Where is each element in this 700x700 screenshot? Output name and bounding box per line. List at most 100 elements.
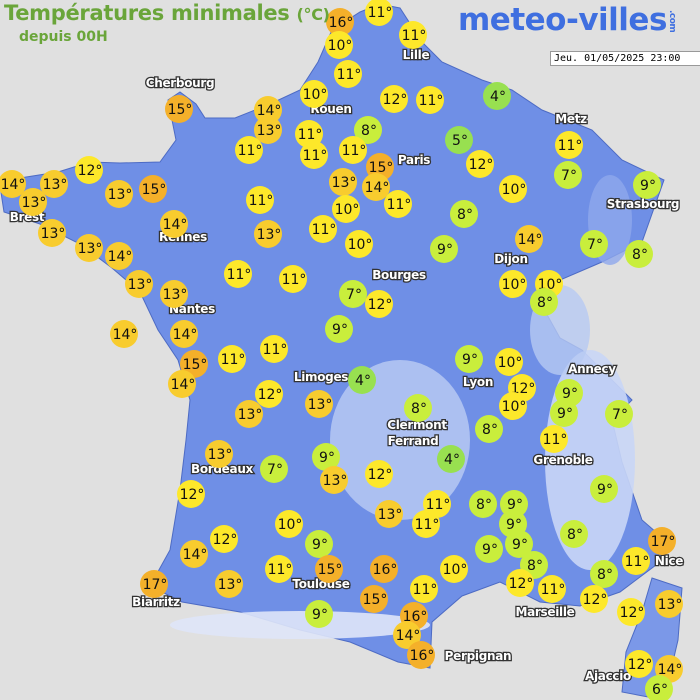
station-marker[interactable]: 12° [617, 598, 645, 626]
station-marker[interactable]: 13° [160, 280, 188, 308]
station-marker[interactable]: 14° [254, 96, 282, 124]
station-marker[interactable]: 13° [38, 219, 66, 247]
station-marker[interactable]: 11° [365, 0, 393, 26]
station-marker[interactable]: 8° [404, 394, 432, 422]
station-marker[interactable]: 10° [495, 348, 523, 376]
station-marker[interactable]: 12° [380, 85, 408, 113]
station-marker[interactable]: 11° [300, 141, 328, 169]
station-marker[interactable]: 9° [325, 315, 353, 343]
station-marker[interactable]: 8° [625, 240, 653, 268]
station-marker[interactable]: 9° [305, 600, 333, 628]
station-marker[interactable]: 11° [384, 190, 412, 218]
station-marker[interactable]: 14° [0, 170, 26, 198]
meteo-villes-logo[interactable]: meteo-villes .com [458, 2, 677, 38]
station-marker[interactable]: 11° [265, 555, 293, 583]
station-marker[interactable]: 13° [215, 570, 243, 598]
station-marker[interactable]: 14° [393, 621, 421, 649]
station-marker[interactable]: 10° [325, 31, 353, 59]
station-marker[interactable]: 13° [235, 400, 263, 428]
station-marker[interactable]: 4° [483, 82, 511, 110]
station-marker[interactable]: 11° [339, 136, 367, 164]
station-marker[interactable]: 12° [466, 150, 494, 178]
station-marker[interactable]: 13° [40, 170, 68, 198]
station-marker[interactable]: 9° [305, 530, 333, 558]
station-marker[interactable]: 11° [246, 186, 274, 214]
station-marker[interactable]: 14° [110, 320, 138, 348]
station-marker[interactable]: 11° [399, 21, 427, 49]
station-marker[interactable]: 11° [279, 265, 307, 293]
station-marker[interactable]: 8° [590, 560, 618, 588]
station-marker[interactable]: 7° [260, 455, 288, 483]
station-marker[interactable]: 13° [254, 220, 282, 248]
station-marker[interactable]: 7° [339, 280, 367, 308]
station-marker[interactable]: 5° [445, 126, 473, 154]
station-marker[interactable]: 13° [329, 168, 357, 196]
station-marker[interactable]: 15° [139, 175, 167, 203]
station-marker[interactable]: 9° [633, 171, 661, 199]
station-marker[interactable]: 8° [530, 288, 558, 316]
station-marker[interactable]: 13° [254, 116, 282, 144]
station-marker[interactable]: 7° [580, 230, 608, 258]
station-marker[interactable]: 12° [506, 569, 534, 597]
station-marker[interactable]: 16° [407, 641, 435, 669]
station-marker[interactable]: 17° [648, 527, 676, 555]
station-marker[interactable]: 11° [260, 335, 288, 363]
station-marker[interactable]: 12° [625, 650, 653, 678]
station-marker[interactable]: 10° [300, 80, 328, 108]
station-marker[interactable]: 11° [309, 215, 337, 243]
station-marker[interactable]: 12° [75, 156, 103, 184]
station-marker[interactable]: 10° [499, 175, 527, 203]
station-marker[interactable]: 13° [375, 500, 403, 528]
station-marker[interactable]: 12° [365, 460, 393, 488]
station-marker[interactable]: 9° [590, 475, 618, 503]
station-marker[interactable]: 10° [332, 195, 360, 223]
station-marker[interactable]: 16° [370, 555, 398, 583]
station-marker[interactable]: 14° [515, 225, 543, 253]
station-marker[interactable]: 7° [605, 400, 633, 428]
station-marker[interactable]: 10° [499, 392, 527, 420]
station-marker[interactable]: 9° [312, 443, 340, 471]
station-marker[interactable]: 9° [550, 399, 578, 427]
station-marker[interactable]: 8° [560, 520, 588, 548]
station-marker[interactable]: 14° [160, 210, 188, 238]
station-marker[interactable]: 11° [555, 131, 583, 159]
station-marker[interactable]: 11° [235, 136, 263, 164]
station-marker[interactable]: 14° [180, 540, 208, 568]
station-marker[interactable]: 13° [320, 466, 348, 494]
station-marker[interactable]: 9° [500, 490, 528, 518]
station-marker[interactable]: 11° [416, 86, 444, 114]
station-marker[interactable]: 12° [177, 480, 205, 508]
station-marker[interactable]: 14° [168, 370, 196, 398]
station-marker[interactable]: 11° [410, 575, 438, 603]
station-marker[interactable]: 13° [205, 440, 233, 468]
station-marker[interactable]: 4° [348, 366, 376, 394]
station-marker[interactable]: 13° [655, 590, 683, 618]
station-marker[interactable]: 16° [326, 8, 354, 36]
station-marker[interactable]: 10° [345, 230, 373, 258]
station-marker[interactable]: 11° [412, 510, 440, 538]
station-marker[interactable]: 8° [450, 200, 478, 228]
station-marker[interactable]: 13° [19, 188, 47, 216]
station-marker[interactable]: 14° [105, 242, 133, 270]
station-marker[interactable]: 12° [365, 290, 393, 318]
station-marker[interactable]: 10° [275, 510, 303, 538]
station-marker[interactable]: 7° [554, 161, 582, 189]
station-marker[interactable]: 15° [360, 585, 388, 613]
station-marker[interactable]: 9° [475, 535, 503, 563]
station-marker[interactable]: 13° [105, 180, 133, 208]
station-marker[interactable]: 12° [255, 380, 283, 408]
station-marker[interactable]: 13° [305, 390, 333, 418]
station-marker[interactable]: 13° [125, 270, 153, 298]
station-marker[interactable]: 8° [354, 116, 382, 144]
station-marker[interactable]: 14° [362, 173, 390, 201]
station-marker[interactable]: 12° [210, 525, 238, 553]
station-marker[interactable]: 10° [440, 555, 468, 583]
station-marker[interactable]: 8° [475, 415, 503, 443]
station-marker[interactable]: 11° [538, 575, 566, 603]
station-marker[interactable]: 11° [622, 547, 650, 575]
station-marker[interactable]: 12° [580, 585, 608, 613]
station-marker[interactable]: 15° [165, 95, 193, 123]
station-marker[interactable]: 9° [505, 530, 533, 558]
station-marker[interactable]: 9° [455, 345, 483, 373]
station-marker[interactable]: 13° [75, 234, 103, 262]
